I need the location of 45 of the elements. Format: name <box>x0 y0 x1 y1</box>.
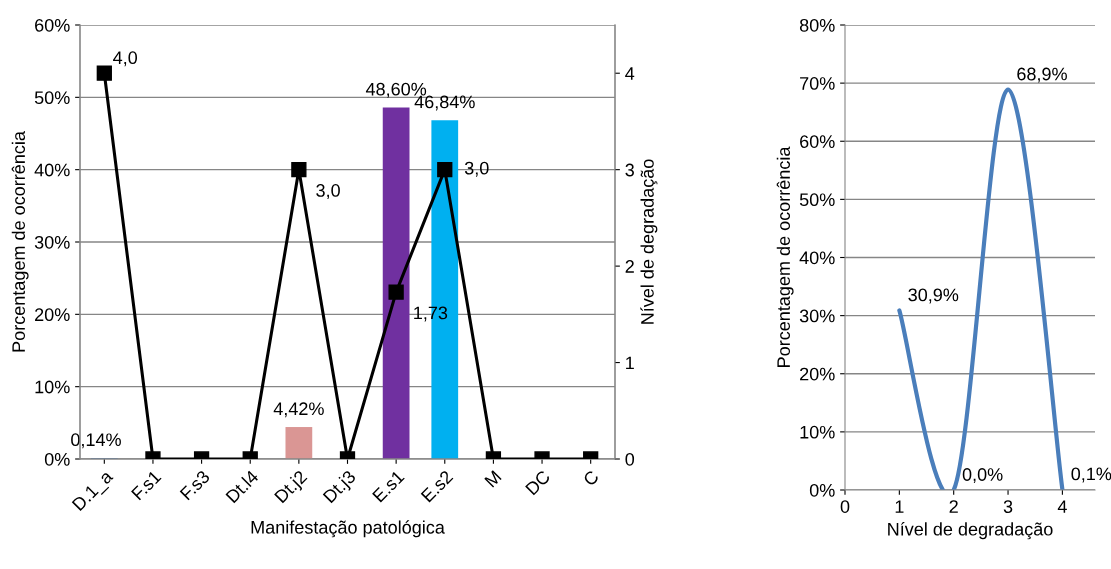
data-label: 4,0 <box>113 51 138 67</box>
data-label: 3,0 <box>316 184 340 199</box>
y-tick-label: 10% <box>800 425 835 439</box>
x-tick-label: 2 <box>949 500 958 513</box>
x-tick-label: C <box>582 469 600 487</box>
y-axis-title: Porcentagem de ocorrência <box>11 131 29 352</box>
y-tick-label: 0% <box>44 452 70 466</box>
y-tick-label: 30% <box>34 235 70 249</box>
x-axis-title: Manifestação patológica <box>251 520 445 538</box>
data-label: 0,14% <box>71 433 121 449</box>
x-tick-label: F.s1 <box>131 469 162 501</box>
y-tick-label: 40% <box>799 251 835 265</box>
y-tick-label: 60% <box>35 18 70 32</box>
y-tick-label: 60% <box>800 135 835 148</box>
y-tick-label: 50% <box>799 193 835 207</box>
data-label: 3,0 <box>464 161 489 177</box>
y2-tick-label: 1 <box>626 356 634 370</box>
y2-tick-label: 0 <box>625 452 635 466</box>
y-tick-label: 50% <box>34 91 70 105</box>
x-tick-label: DC <box>524 469 551 496</box>
y-tick-label: 10% <box>35 380 70 394</box>
y2-tick-label: 2 <box>625 260 634 273</box>
y2-axis-title: Nível de degradação <box>640 159 658 324</box>
y-tick-label: 80% <box>799 18 835 32</box>
y-tick-label: 0% <box>809 483 835 497</box>
data-label: 30,9% <box>908 288 959 304</box>
x-tick-label: 4 <box>1057 500 1067 513</box>
data-label: 68,9% <box>1017 67 1067 83</box>
y-axis-title: Porcentagem de ocorrência <box>776 146 794 367</box>
y-tick-label: 30% <box>799 309 835 323</box>
y-tick-label: 40% <box>34 163 70 177</box>
y-tick-label: 20% <box>35 308 70 322</box>
x-tick-label: 1 <box>895 500 904 513</box>
y2-tick-label: 3 <box>625 163 634 177</box>
y-tick-label: 70% <box>800 77 835 90</box>
data-label: 0,0% <box>962 468 1003 484</box>
x-tick-label: M <box>484 470 502 488</box>
data-label: 0,1% <box>1071 467 1111 483</box>
x-tick-label: F.s3 <box>179 469 211 501</box>
x-axis-title: Nível de degradação <box>888 522 1053 540</box>
data-label: 4,42% <box>273 402 324 418</box>
x-tick-label: 0 <box>840 500 850 513</box>
x-tick-label: 3 <box>1003 500 1013 513</box>
y2-tick-label: 4 <box>625 67 635 80</box>
y-tick-label: 20% <box>800 367 835 381</box>
